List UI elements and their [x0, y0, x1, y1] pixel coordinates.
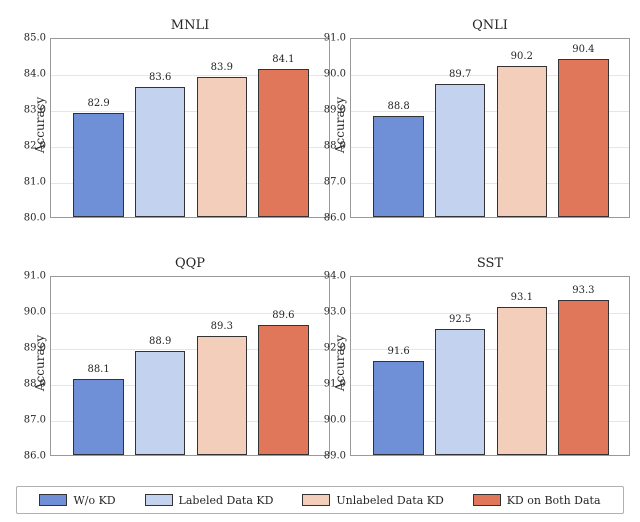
legend-swatch — [39, 494, 67, 506]
bar-value-label: 91.6 — [387, 346, 409, 357]
bar — [197, 336, 247, 455]
bar-value-label: 93.3 — [572, 285, 594, 296]
bar-value-label: 89.7 — [449, 69, 471, 80]
bar — [373, 361, 423, 455]
bar-value-label: 88.1 — [87, 364, 109, 375]
bar — [73, 379, 123, 455]
legend-item: KD on Both Data — [473, 494, 601, 507]
bar-value-label: 90.4 — [572, 44, 594, 55]
bar — [258, 325, 308, 455]
subplot-title: QQP — [50, 256, 330, 271]
bar-value-label: 88.9 — [149, 336, 171, 347]
subplot-title: QNLI — [350, 18, 630, 33]
plot-area: 88.8 89.7 90.2 90.4 — [350, 38, 630, 218]
bar — [435, 329, 485, 455]
ytick-label: 89.0 — [324, 105, 346, 116]
legend-swatch — [473, 494, 501, 506]
subplot-qnli: QNLI Accuracy 88.889.790.290.4 86.087.08… — [350, 20, 630, 230]
bar — [497, 66, 547, 217]
subplot-mnli: MNLI Accuracy 82.983.683.984.1 80.081.08… — [50, 20, 330, 230]
bar — [135, 87, 185, 217]
ytick-label: 85.0 — [24, 33, 46, 44]
ytick-label: 86.0 — [24, 451, 46, 462]
ytick-label: 91.0 — [324, 379, 346, 390]
ytick-label: 92.0 — [324, 343, 346, 354]
ytick-label: 94.0 — [324, 271, 346, 282]
bar — [135, 351, 185, 455]
ytick-label: 80.0 — [24, 213, 46, 224]
bar — [558, 59, 608, 217]
bar-value-label: 93.1 — [511, 292, 533, 303]
legend-item: Labeled Data KD — [145, 494, 274, 507]
legend-label: Unlabeled Data KD — [336, 494, 443, 507]
subplot-sst: SST Accuracy 91.692.593.193.3 89.090.091… — [350, 258, 630, 468]
subplot-qqp: QQP Accuracy 88.188.989.389.6 86.087.088… — [50, 258, 330, 468]
legend-swatch — [145, 494, 173, 506]
legend-swatch — [302, 494, 330, 506]
ytick-label: 84.0 — [24, 69, 46, 80]
ytick-label: 89.0 — [24, 343, 46, 354]
ytick-label: 88.0 — [324, 141, 346, 152]
legend-label: KD on Both Data — [507, 494, 601, 507]
bar-value-label: 88.8 — [387, 101, 409, 112]
ytick-label: 90.0 — [324, 69, 346, 80]
bar — [73, 113, 123, 217]
ytick-label: 90.0 — [24, 307, 46, 318]
legend-label: W/o KD — [73, 494, 115, 507]
bar-value-label: 83.9 — [211, 62, 233, 73]
ytick-label: 81.0 — [24, 177, 46, 188]
legend-item: W/o KD — [39, 494, 115, 507]
ytick-label: 88.0 — [24, 379, 46, 390]
ytick-label: 82.0 — [24, 141, 46, 152]
bar — [373, 116, 423, 217]
bar — [558, 300, 608, 455]
bar-value-label: 89.3 — [211, 321, 233, 332]
plot-area: 82.9 83.6 83.9 84.1 — [50, 38, 330, 218]
subplot-title: MNLI — [50, 18, 330, 33]
bar-value-label: 83.6 — [149, 72, 171, 83]
plot-area: 91.6 92.5 93.1 93.3 — [350, 276, 630, 456]
ytick-label: 90.0 — [324, 415, 346, 426]
ytick-label: 91.0 — [24, 271, 46, 282]
bar — [258, 69, 308, 217]
figure: MNLI Accuracy 82.983.683.984.1 80.081.08… — [0, 0, 640, 522]
bar-value-label: 84.1 — [272, 54, 294, 65]
ytick-label: 86.0 — [324, 213, 346, 224]
bar-value-label: 90.2 — [511, 51, 533, 62]
bar-value-label: 82.9 — [87, 98, 109, 109]
ytick-label: 91.0 — [324, 33, 346, 44]
ytick-label: 87.0 — [324, 177, 346, 188]
bar — [435, 84, 485, 217]
bar — [197, 77, 247, 217]
bar — [497, 307, 547, 455]
bar-value-label: 92.5 — [449, 314, 471, 325]
plot-area: 88.1 88.9 89.3 89.6 — [50, 276, 330, 456]
ytick-label: 93.0 — [324, 307, 346, 318]
subplot-title: SST — [350, 256, 630, 271]
ytick-label: 83.0 — [24, 105, 46, 116]
ytick-label: 87.0 — [24, 415, 46, 426]
bar-value-label: 89.6 — [272, 310, 294, 321]
legend-item: Unlabeled Data KD — [302, 494, 443, 507]
ytick-label: 89.0 — [324, 451, 346, 462]
legend-label: Labeled Data KD — [179, 494, 274, 507]
legend: W/o KD Labeled Data KD Unlabeled Data KD… — [16, 486, 624, 514]
